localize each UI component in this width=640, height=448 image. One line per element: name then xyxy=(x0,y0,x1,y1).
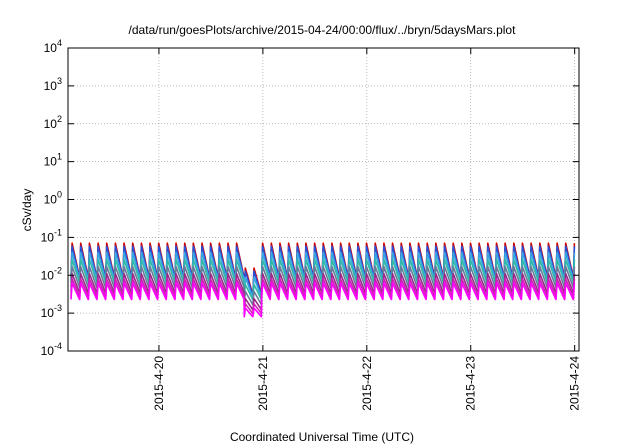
x-tick-label: 2015-4-20 xyxy=(152,356,166,411)
y-axis-label: cSv/day xyxy=(20,189,34,232)
y-tick-label: 101 xyxy=(44,152,62,169)
x-tick-label: 2015-4-21 xyxy=(256,356,270,411)
chart-title: /data/run/goesPlots/archive/2015-04-24/0… xyxy=(129,23,517,37)
y-tick-label: 104 xyxy=(44,38,62,55)
y-axis: 10-4 10-3 10-2 10-1 100 101 102 103 104 xyxy=(41,38,579,358)
x-axis: 2015-4-20 2015-4-21 2015-4-22 2015-4-23 2015… xyxy=(152,48,582,411)
series-layer xyxy=(70,242,576,318)
x-tick-label: 2015-4-23 xyxy=(464,356,478,411)
y-tick-label: 10-4 xyxy=(41,341,62,358)
y-tick-label: 10-2 xyxy=(41,265,62,282)
x-tick-label: 2015-4-22 xyxy=(360,356,374,411)
y-tick-label: 100 xyxy=(44,190,62,207)
y-tick-label: 102 xyxy=(44,114,62,131)
y-tick-label: 10-3 xyxy=(41,303,62,320)
grid xyxy=(68,48,579,351)
y-tick-label: 10-1 xyxy=(41,227,62,244)
series-line xyxy=(70,282,576,318)
x-axis-label: Coordinated Universal Time (UTC) xyxy=(230,430,414,444)
y-tick-label: 103 xyxy=(44,76,62,93)
x-tick-label: 2015-4-24 xyxy=(568,356,582,411)
